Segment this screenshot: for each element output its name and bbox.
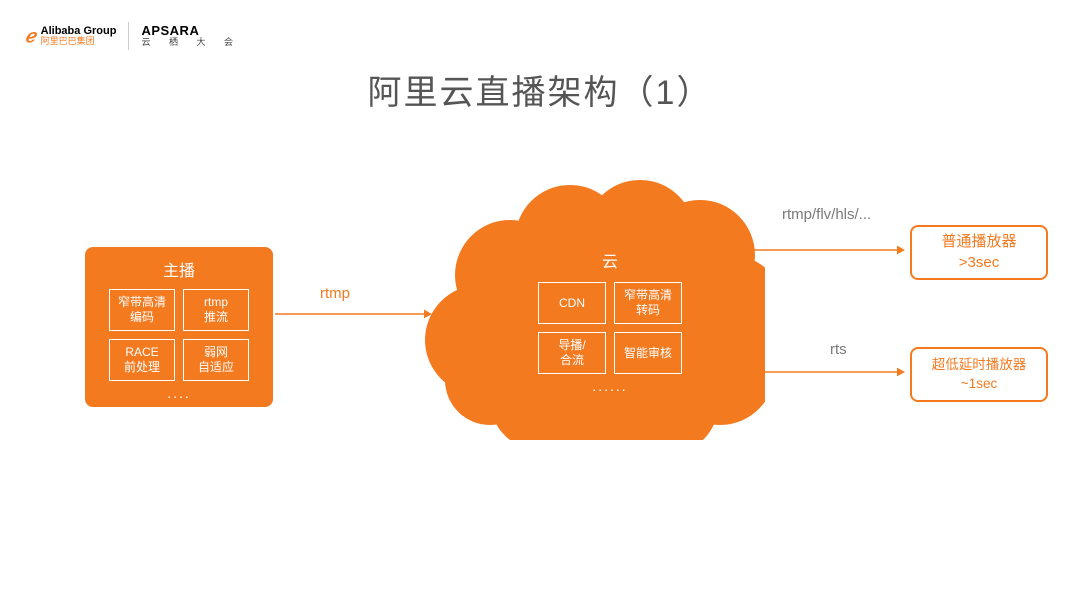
cloud-grid: CDN窄带高清转码导播/合流智能审核: [538, 282, 682, 374]
edge-label-rts: rts: [830, 341, 847, 358]
edge-label-rtmp: rtmp: [320, 285, 350, 302]
broadcaster-cell: rtmp推流: [183, 289, 249, 331]
architecture-diagram: 主播 窄带高清编码rtmp推流RACE前处理弱网自适应 .... 云 CDN窄带…: [0, 0, 1080, 608]
normal-player-line1: 普通播放器: [941, 232, 1016, 252]
cloud-cell: 智能审核: [614, 332, 682, 374]
broadcaster-node: 主播 窄带高清编码rtmp推流RACE前处理弱网自适应 ....: [85, 247, 273, 407]
low-latency-player-line2: ~1sec: [961, 375, 997, 393]
cloud-dots: ......: [592, 378, 627, 394]
normal-player-line2: >3sec: [959, 253, 999, 273]
broadcaster-cell: 窄带高清编码: [109, 289, 175, 331]
broadcaster-cell: 弱网自适应: [183, 339, 249, 381]
edge-label-rtmpflv: rtmp/flv/hls/...: [782, 206, 871, 223]
cloud-cell: 窄带高清转码: [614, 282, 682, 324]
cloud-content: 云 CDN窄带高清转码导播/合流智能审核 ......: [520, 248, 700, 394]
cloud-cell: CDN: [538, 282, 606, 324]
cloud-header: 云: [602, 248, 618, 272]
normal-player-node: 普通播放器 >3sec: [910, 225, 1048, 280]
low-latency-player-node: 超低延时播放器 ~1sec: [910, 347, 1048, 402]
broadcaster-dots: ....: [167, 385, 191, 401]
broadcaster-cell: RACE前处理: [109, 339, 175, 381]
broadcaster-grid: 窄带高清编码rtmp推流RACE前处理弱网自适应: [109, 289, 249, 381]
cloud-cell: 导播/合流: [538, 332, 606, 374]
broadcaster-header: 主播: [163, 257, 195, 281]
low-latency-player-line1: 超低延时播放器: [932, 356, 1027, 374]
